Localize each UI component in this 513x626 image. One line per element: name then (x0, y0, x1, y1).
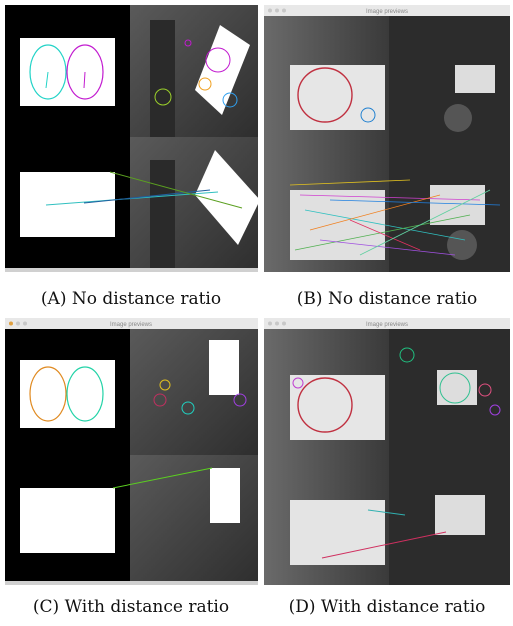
window-title: Image previews (366, 9, 408, 15)
window-title: Image previews (110, 322, 152, 328)
panel-a (5, 5, 260, 272)
panel-b: Image previews (264, 5, 510, 272)
caption-label: (D) (289, 597, 316, 617)
caption-text: With distance ratio (321, 597, 486, 617)
figure: Image previews Image previews (0, 0, 513, 626)
caption-text: No distance ratio (72, 289, 221, 309)
caption: (C) With distance ratio (33, 597, 229, 617)
caption: (D) With distance ratio (289, 597, 486, 617)
caption-label: (B) (297, 289, 323, 309)
panel-c: Image previews (5, 318, 258, 585)
caption-label: (A) (41, 289, 67, 309)
caption-label: (C) (33, 597, 59, 617)
caption: (A) No distance ratio (41, 289, 221, 309)
figure-canvas: Image previews Image previews (0, 0, 513, 626)
caption-text: No distance ratio (328, 289, 477, 309)
window-title: Image previews (366, 322, 408, 328)
panel-d: Image previews (264, 318, 510, 585)
caption-text: With distance ratio (65, 597, 230, 617)
caption: (B) No distance ratio (297, 289, 477, 309)
